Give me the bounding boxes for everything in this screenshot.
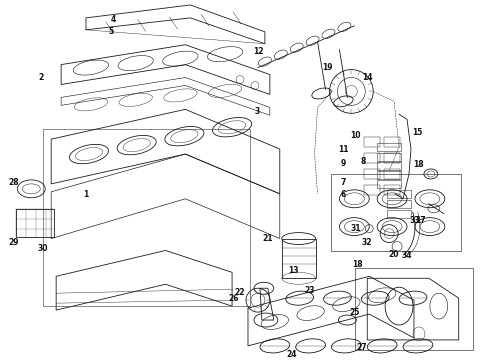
Text: 30: 30 — [38, 244, 49, 253]
Bar — [377, 171, 401, 179]
Bar — [377, 143, 401, 151]
Text: 7: 7 — [341, 179, 346, 188]
Text: 33: 33 — [410, 216, 420, 225]
Text: 10: 10 — [350, 131, 361, 140]
Text: 5: 5 — [108, 27, 113, 36]
Text: 25: 25 — [349, 307, 360, 316]
Text: 28: 28 — [8, 179, 19, 188]
Text: 1: 1 — [83, 190, 89, 199]
Text: 27: 27 — [356, 343, 367, 352]
Text: 34: 34 — [402, 251, 412, 260]
Bar — [16, 209, 54, 237]
Text: 32: 32 — [362, 238, 372, 247]
Text: 12: 12 — [253, 47, 263, 56]
Bar — [331, 174, 461, 252]
Text: 21: 21 — [263, 234, 273, 243]
Text: 6: 6 — [341, 190, 346, 199]
Text: 19: 19 — [322, 63, 333, 72]
Text: 20: 20 — [389, 250, 399, 259]
Bar — [377, 153, 401, 161]
Text: 31: 31 — [350, 224, 361, 233]
Text: 29: 29 — [8, 238, 19, 247]
Text: 14: 14 — [362, 73, 372, 82]
Bar — [387, 200, 411, 208]
Bar — [364, 137, 380, 147]
Text: 23: 23 — [304, 286, 315, 295]
Bar — [384, 169, 400, 179]
Bar — [377, 162, 401, 170]
Text: 24: 24 — [287, 350, 297, 359]
Bar — [387, 190, 411, 198]
Bar — [384, 153, 400, 163]
Bar — [377, 180, 401, 188]
Text: 18: 18 — [414, 161, 424, 170]
Text: 18: 18 — [352, 260, 363, 269]
Text: 13: 13 — [289, 266, 299, 275]
Bar — [364, 185, 380, 195]
Text: 11: 11 — [338, 145, 349, 154]
Text: 4: 4 — [111, 15, 117, 24]
Text: 22: 22 — [235, 288, 245, 297]
Bar — [43, 129, 250, 306]
Bar — [282, 239, 316, 278]
Text: 15: 15 — [412, 128, 422, 137]
Text: 2: 2 — [39, 73, 44, 82]
Bar — [364, 169, 380, 179]
Bar — [384, 137, 400, 147]
Bar — [364, 153, 380, 163]
Text: 17: 17 — [416, 216, 426, 225]
Text: 8: 8 — [361, 157, 366, 166]
Text: 9: 9 — [341, 158, 346, 167]
Text: 3: 3 — [254, 107, 260, 116]
Bar — [384, 185, 400, 195]
Bar — [355, 268, 473, 350]
Text: 26: 26 — [229, 294, 239, 303]
Bar — [387, 210, 411, 218]
